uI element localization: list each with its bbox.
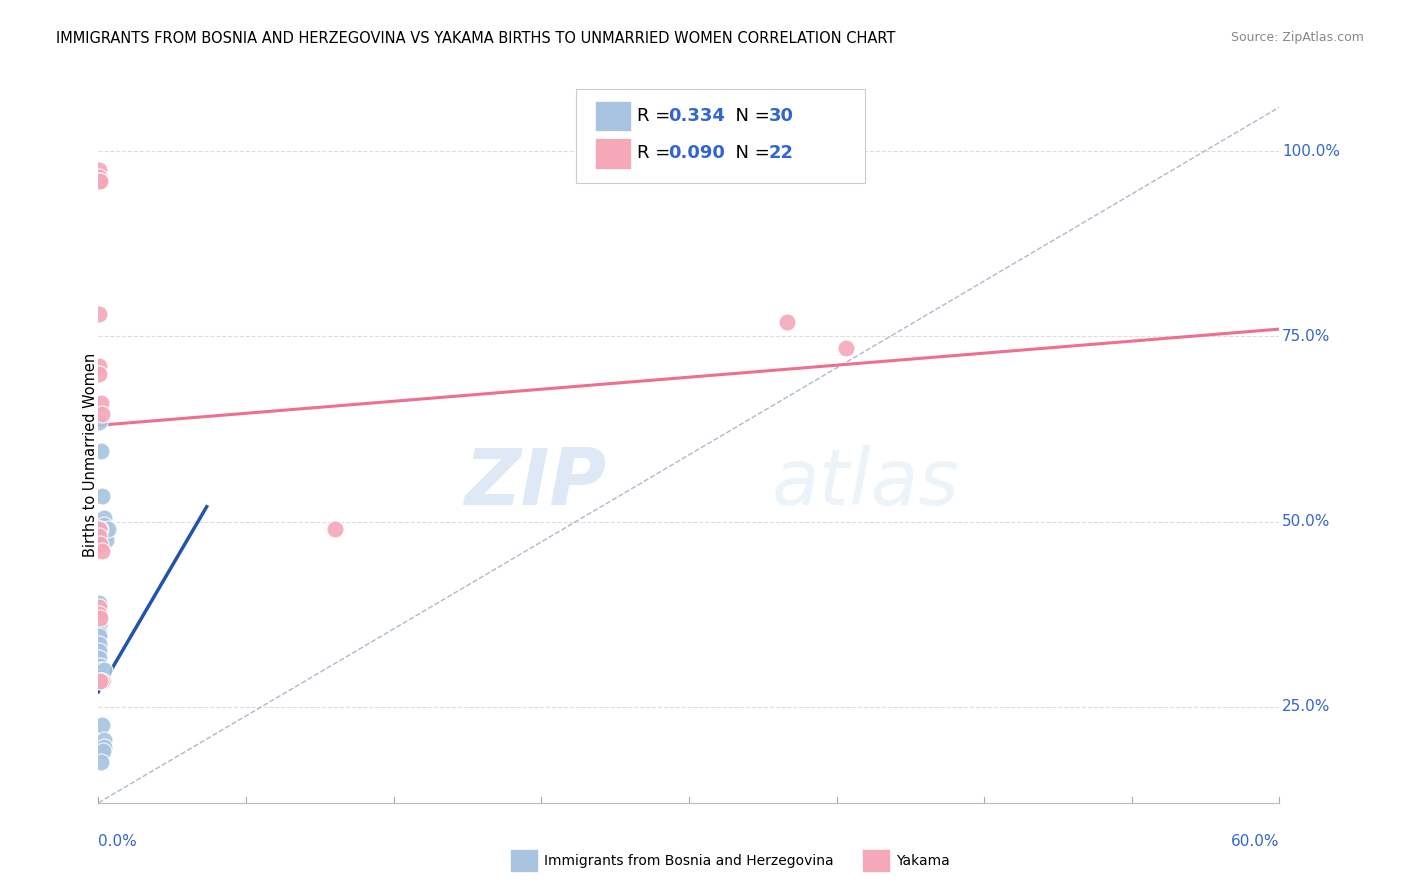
Point	[87, 607, 110, 621]
Text: Immigrants from Bosnia and Herzegovina: Immigrants from Bosnia and Herzegovina	[544, 854, 834, 868]
Text: Yakama: Yakama	[896, 854, 949, 868]
Point	[89, 174, 111, 188]
Point	[96, 533, 118, 547]
Point	[776, 315, 799, 329]
Point	[89, 611, 111, 625]
Text: N =: N =	[724, 107, 776, 125]
Text: 100.0%: 100.0%	[1282, 144, 1340, 159]
Point	[87, 599, 110, 614]
Point	[90, 396, 112, 410]
Point	[87, 367, 110, 381]
Point	[89, 658, 111, 673]
Point	[93, 511, 115, 525]
Text: 75.0%: 75.0%	[1282, 329, 1330, 344]
Point	[87, 625, 110, 640]
Point	[93, 673, 115, 688]
Text: atlas: atlas	[772, 445, 959, 521]
Text: R =: R =	[637, 107, 676, 125]
Text: 30: 30	[769, 107, 794, 125]
Point	[91, 673, 114, 688]
Text: IMMIGRANTS FROM BOSNIA AND HERZEGOVINA VS YAKAMA BIRTHS TO UNMARRIED WOMEN CORRE: IMMIGRANTS FROM BOSNIA AND HERZEGOVINA V…	[56, 31, 896, 46]
Text: 25.0%: 25.0%	[1282, 699, 1330, 714]
Text: N =: N =	[724, 145, 776, 162]
Point	[323, 522, 346, 536]
Text: 60.0%: 60.0%	[1232, 834, 1279, 849]
Point	[89, 629, 111, 643]
Point	[835, 341, 858, 355]
Point	[87, 607, 110, 621]
Point	[93, 518, 115, 533]
Text: Source: ZipAtlas.com: Source: ZipAtlas.com	[1230, 31, 1364, 45]
Point	[90, 670, 112, 684]
Point	[89, 174, 111, 188]
Text: 0.0%: 0.0%	[98, 834, 138, 849]
Point	[93, 744, 115, 758]
Point	[91, 544, 114, 558]
Point	[93, 732, 115, 747]
Point	[89, 651, 111, 665]
Point	[87, 163, 110, 178]
Point	[87, 596, 110, 610]
Point	[89, 537, 111, 551]
Point	[89, 663, 111, 677]
Point	[90, 673, 112, 688]
Point	[90, 670, 112, 684]
Text: 50.0%: 50.0%	[1282, 514, 1330, 529]
Point	[93, 663, 115, 677]
Text: 0.090: 0.090	[668, 145, 724, 162]
Text: ZIP: ZIP	[464, 445, 606, 521]
Point	[87, 359, 110, 373]
Point	[87, 522, 110, 536]
Point	[89, 666, 111, 681]
Point	[89, 415, 111, 429]
Text: 22: 22	[769, 145, 794, 162]
Point	[90, 444, 112, 458]
Point	[89, 637, 111, 651]
Point	[91, 673, 114, 688]
Point	[91, 489, 114, 503]
Point	[87, 618, 110, 632]
Point	[87, 529, 110, 543]
Point	[90, 755, 112, 769]
Text: 0.334: 0.334	[668, 107, 724, 125]
Y-axis label: Births to Unmarried Women: Births to Unmarried Women	[83, 353, 97, 557]
Point	[91, 407, 114, 421]
Point	[87, 307, 110, 321]
Point	[89, 522, 111, 536]
Point	[89, 673, 111, 688]
Point	[97, 522, 120, 536]
Text: R =: R =	[637, 145, 676, 162]
Point	[91, 718, 114, 732]
Point	[87, 170, 110, 185]
Point	[93, 740, 115, 755]
Point	[89, 644, 111, 658]
Point	[96, 525, 118, 540]
